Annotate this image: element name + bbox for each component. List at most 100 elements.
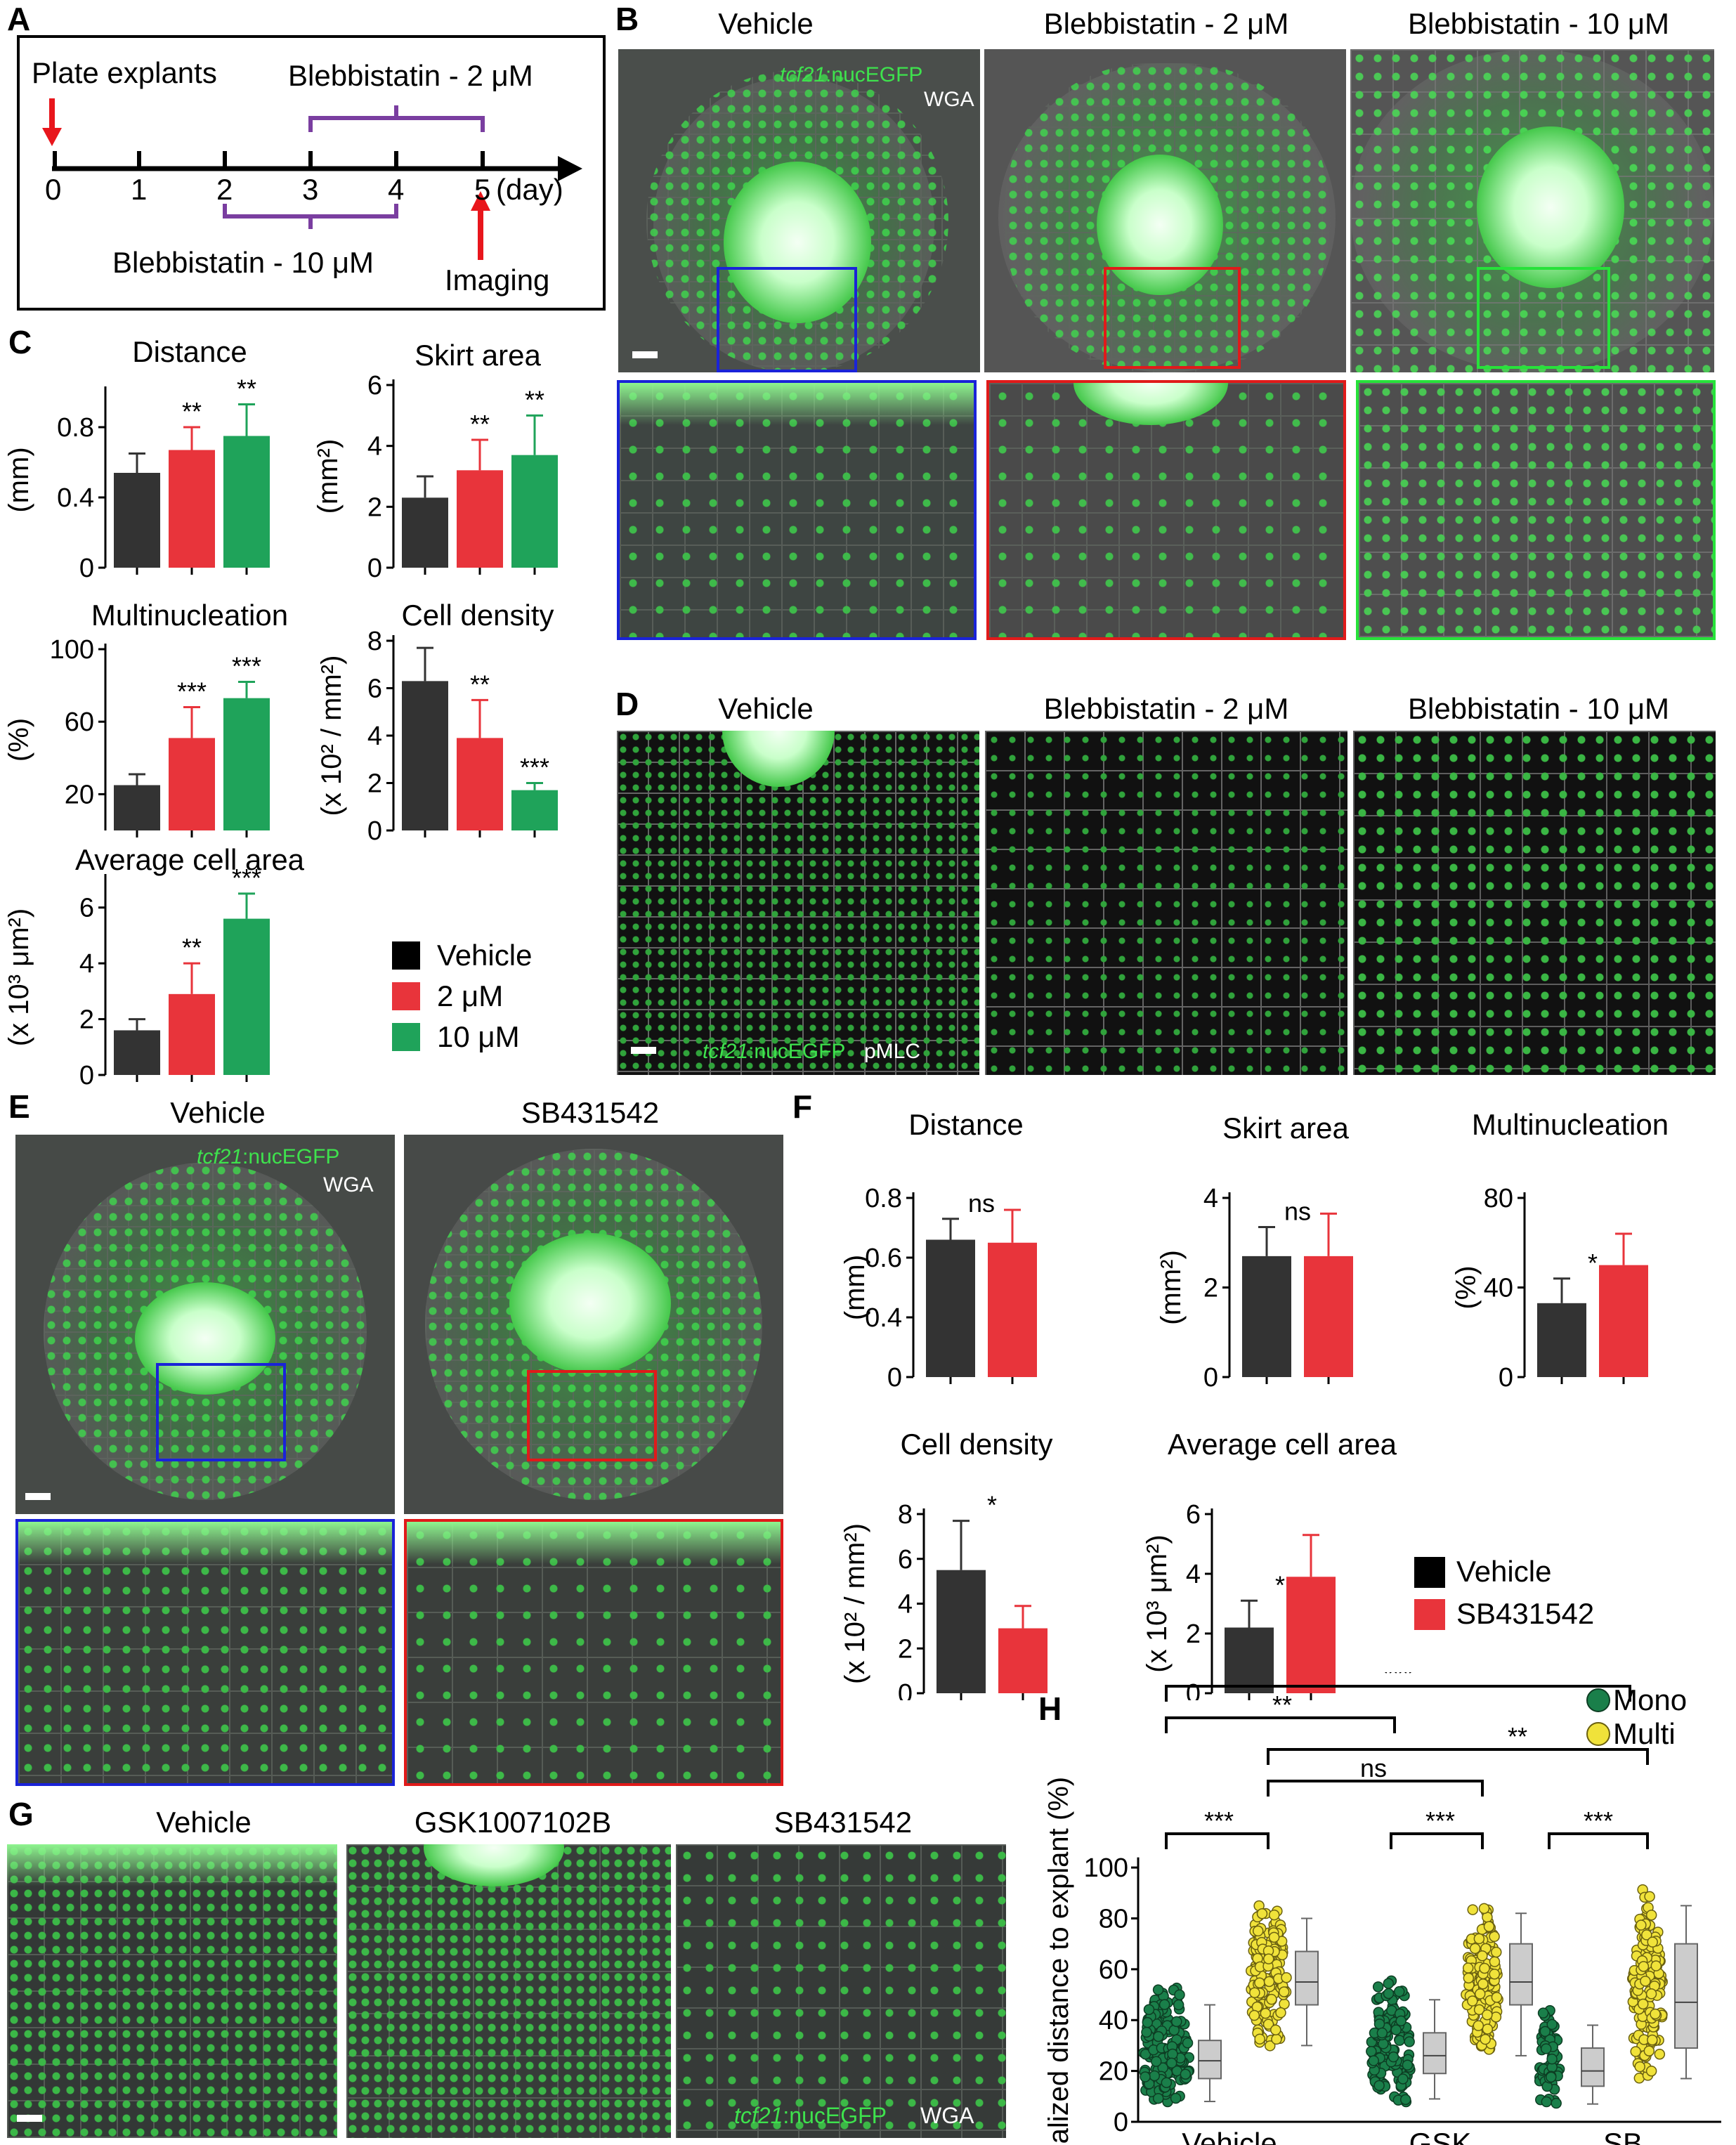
bar-Vehicle [114,1030,160,1075]
data-point-mono [1378,2038,1389,2049]
y-tick-label: 4 [367,432,382,462]
chart-H: 0 20 40 60 80 100 Normalized distance to expla… [1043,1672,1721,2145]
panel-e-zoom-box-blue [156,1363,286,1461]
y-tick-label: 0.4 [57,483,94,513]
bar-10 μM [511,790,558,830]
panel-b-zoom-blebb10 [1356,380,1716,640]
data-point-mono [1143,2004,1155,2015]
data-point-mono [1166,2057,1177,2069]
box-iqr [1295,1950,1319,2006]
panel-e-zoom-vehicle [15,1519,395,1786]
y-tick-label: 0.4 [865,1303,902,1333]
data-point-mono [1372,1981,1384,1993]
y-tick-label: 0 [887,1363,902,1393]
y-axis-label: (x 10³ μm²) [4,908,34,1046]
panel-d-header-blebb10: Blebbistatin - 10 μM [1407,692,1670,725]
data-point-mono [1551,2097,1562,2109]
panel-d-header-vehicle: Vehicle [718,692,814,725]
data-point-multi [1281,1971,1292,1983]
data-point-mono [1395,2015,1407,2027]
y-tick-label: 4 [367,722,382,751]
box-iqr [1674,1943,1698,2049]
marker-green-italic: tcf21 [197,1145,243,1168]
significance-bracket [1165,1832,1270,1849]
data-point-multi [1469,1943,1481,1955]
bar-10 μM [223,918,270,1075]
chart-title: Cell density [900,1428,1052,1461]
significance-bracket [1165,1685,1631,1702]
significance-label: ns [1360,1754,1387,1782]
data-point-multi [1647,2034,1658,2046]
data-point-multi [1489,1968,1500,1980]
data-point-multi [1479,1962,1490,1974]
data-point-multi [1650,2008,1661,2020]
y-tick-label: 0 [1203,1363,1218,1393]
blebb-10-label: Blebbistatin - 10 μM [112,246,374,279]
panel-g-image-gsk [346,1844,671,2138]
chart-C-distance: Distance 0 0.4 0.8 (mm) ** ** [4,335,270,583]
y-axis-label: (%) [4,718,34,762]
panel-d-marker-white: pMLC [864,1040,921,1063]
day-tick-0: 0 [45,173,62,206]
y-tick-label: 40 [1099,2006,1128,2035]
panel-b-marker-green: tcf21:nucEGFP [780,63,922,87]
scale-bar [631,1047,656,1054]
bar-10 μM [223,436,270,568]
data-point-mono [1393,1986,1405,1997]
day-tick-2: 2 [216,173,233,206]
panel-letter-g: G [8,1796,34,1832]
marker-green-suffix: :nucEGFP [242,1145,340,1168]
data-point-multi [1263,1976,1275,1988]
data-point-multi [1270,2024,1281,2035]
panel-b-header-blebb10: Blebbistatin - 10 μM [1407,7,1670,40]
data-point-multi [1262,1953,1274,1964]
panel-b-zoom-vehicle [617,380,977,640]
panel-d-marker-green: tcf21:nucEGFP [703,1040,845,1064]
data-point-mono [1383,1978,1395,1989]
marker-green-italic: tcf21 [780,63,826,86]
data-point-mono [1546,2053,1558,2065]
data-point-mono [1368,2055,1379,2066]
data-point-multi [1650,1960,1662,1971]
data-point-multi [1634,2061,1645,2073]
bar-10 μM [223,698,270,830]
significance-label: ** [182,933,202,962]
y-tick-label: 2 [1186,1619,1201,1649]
data-point-multi [1264,2040,1276,2052]
data-point-multi [1254,2033,1265,2045]
data-point-mono [1394,2035,1405,2046]
data-point-mono [1171,2016,1182,2028]
bar-Vehicle [114,785,160,830]
data-point-multi [1248,2009,1260,2021]
panel-b-zoom-box-green [1477,267,1610,369]
data-point-multi [1637,1998,1649,2010]
y-axis-label: (mm) [4,447,34,512]
legend-c-label-10um: 10 μM [437,1020,520,1053]
data-point-multi [1473,1933,1485,1945]
data-point-mono [1161,2077,1173,2088]
legend-f-label-vehicle: Vehicle [1456,1555,1552,1588]
significance-label: * [1588,1248,1598,1277]
data-point-mono [1540,2043,1552,2054]
significance-label: * [1275,1570,1285,1599]
data-point-multi [1249,1987,1260,1998]
data-point-multi [1654,2049,1666,2060]
chart-title: Skirt area [415,339,541,372]
data-point-multi [1252,1925,1264,1937]
marker-green-suffix: :nucEGFP [825,63,923,86]
y-tick-label: 0 [1114,2108,1128,2137]
data-point-multi [1644,1891,1655,1903]
day-tick-1: 1 [131,173,148,206]
y-tick-label: 6 [367,674,382,704]
chart-F-distance: Distance 0 0.4 0.6 0.8 (mm) ns [840,1108,1037,1393]
y-tick-label: 4 [79,949,94,979]
y-tick-label: 100 [50,635,94,665]
data-point-mono [1140,2071,1151,2082]
y-tick-label: 0.8 [57,413,94,443]
data-point-mono [1546,2071,1557,2083]
data-point-mono [1373,2080,1385,2092]
chart-F-skirt: Skirt area 0 2 4 (mm²) ns [1156,1111,1353,1393]
bar-Vehicle [1225,1627,1274,1693]
scale-bar [25,1493,51,1500]
